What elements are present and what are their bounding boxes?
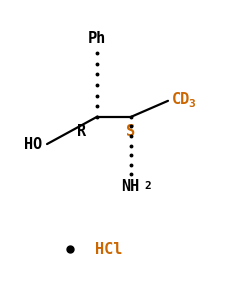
Text: Ph: Ph [88,31,106,46]
Text: HCl: HCl [95,242,122,257]
Text: 2: 2 [144,181,151,191]
Text: 3: 3 [188,99,195,109]
Text: NH: NH [121,179,140,194]
Text: HO: HO [24,136,43,152]
Text: CD: CD [171,92,190,107]
Text: R: R [77,124,86,139]
Text: S: S [126,124,135,139]
